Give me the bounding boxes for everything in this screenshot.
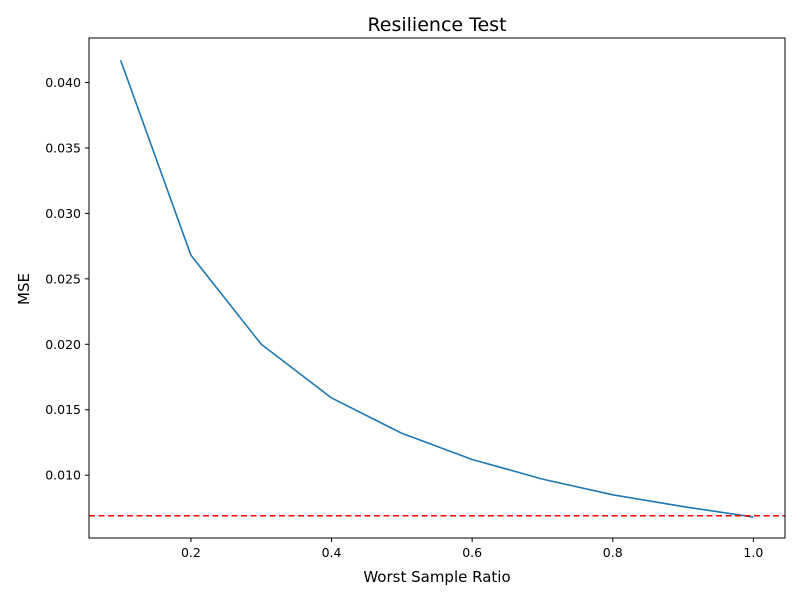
y-tick-label: 0.010: [45, 468, 81, 483]
x-tick-label: 0.4: [322, 545, 342, 560]
chart-title: Resilience Test: [367, 14, 506, 36]
x-tick-label: 1.0: [743, 545, 763, 560]
y-tick-label: 0.030: [45, 206, 81, 221]
x-tick-label: 0.2: [181, 545, 201, 560]
x-tick-label: 0.8: [603, 545, 623, 560]
axes-frame: [88, 37, 786, 539]
plot-area: 0.2 0.4 0.6 0.8 1.0 0.010 0.015 0.020 0.025 0.030…: [45, 37, 786, 560]
y-tick-label: 0.020: [45, 337, 81, 352]
x-tick-label: 0.6: [462, 545, 482, 560]
y-tick-label: 0.015: [45, 402, 81, 417]
y-tick-label: 0.040: [45, 75, 81, 90]
x-axis-title: Worst Sample Ratio: [363, 568, 510, 586]
y-tick-label: 0.025: [45, 271, 81, 286]
y-axis-title: MSE: [15, 273, 33, 305]
y-tick-label: 0.035: [45, 140, 81, 155]
series-line: [119, 59, 754, 518]
